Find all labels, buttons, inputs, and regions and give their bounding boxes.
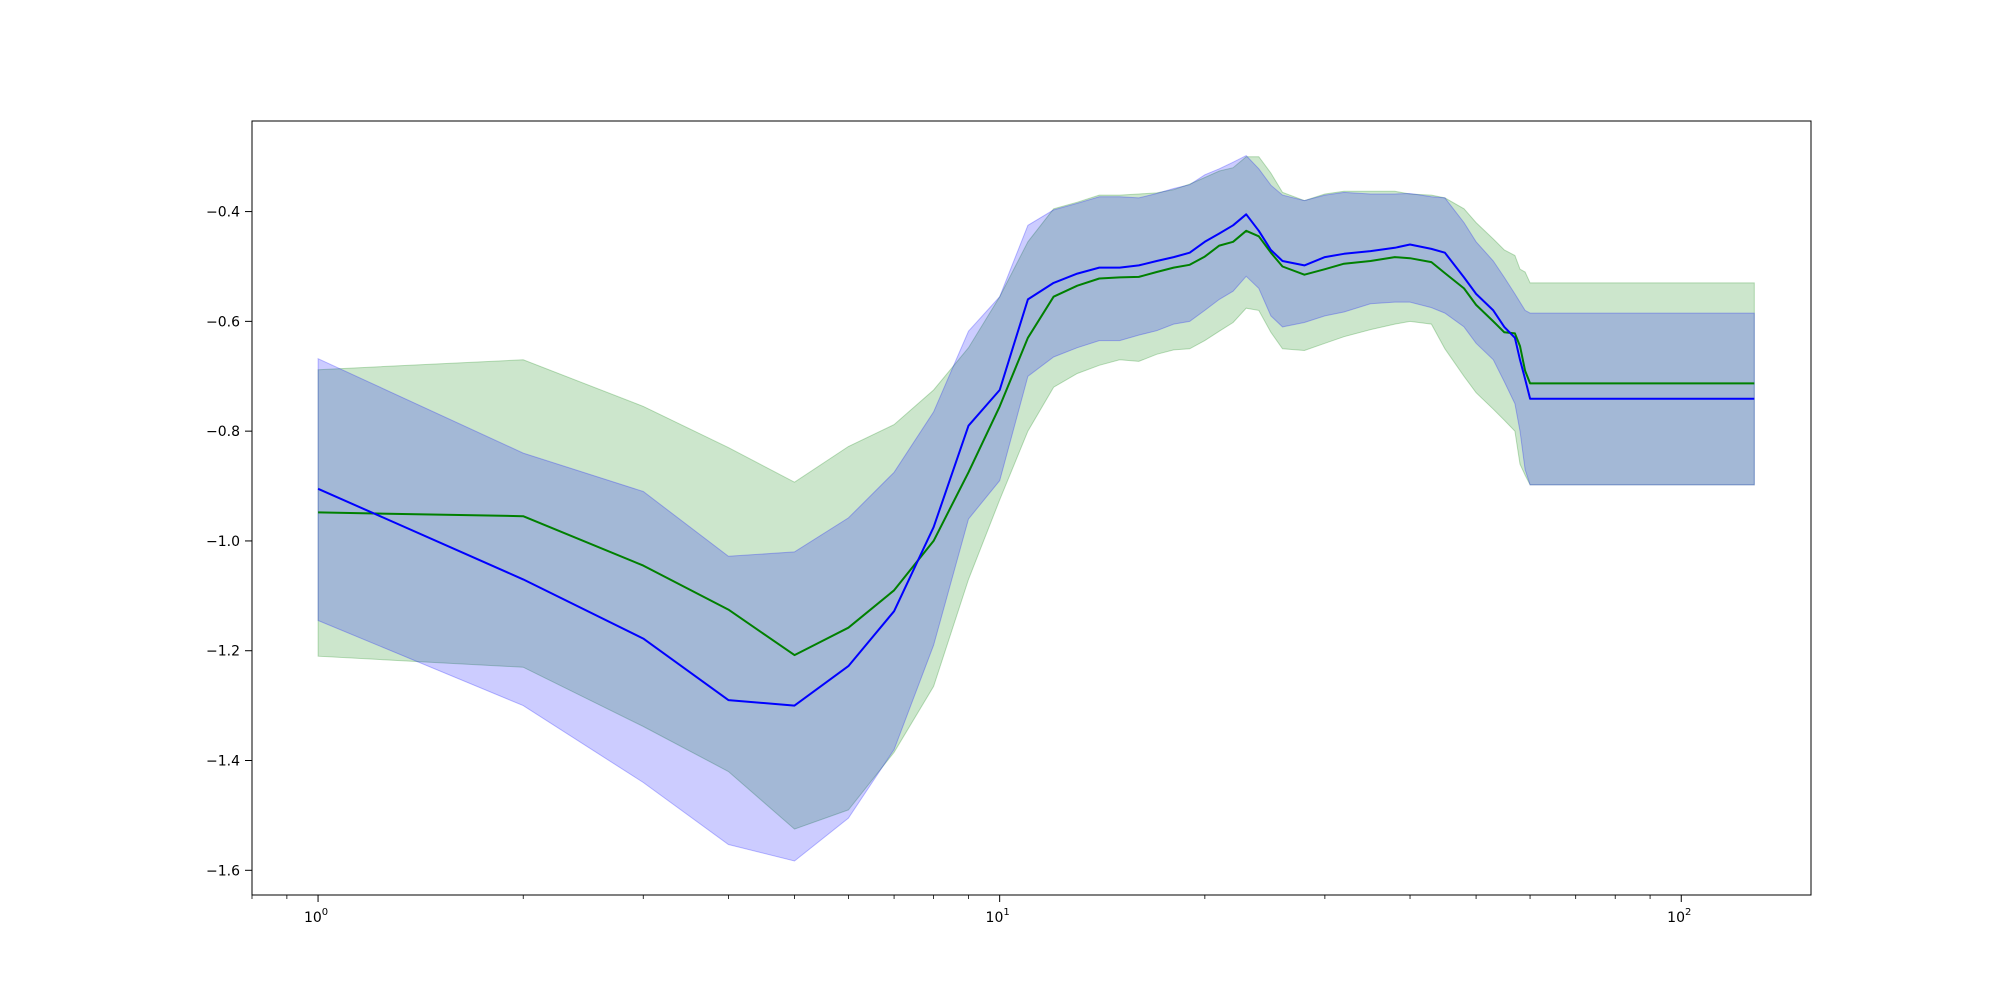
x-tick-label: 102 <box>1667 907 1691 926</box>
series-1-line <box>317 213 1755 707</box>
x-tick-label: 101 <box>986 907 1010 926</box>
y-tick-label: −1.0 <box>206 534 240 550</box>
y-tick-label: −1.4 <box>206 754 240 770</box>
series-1-band <box>317 154 1755 862</box>
series-0-line <box>318 229 1755 657</box>
axes-layer: −1.6 −1.4 −1.2 −1.0 −0.8 −0.6 −0.4 100 101 102 <box>206 120 1812 926</box>
lines-layer <box>317 213 1755 707</box>
plot-frame <box>251 120 1812 896</box>
series-0-band <box>317 156 1755 830</box>
y-tick-label: −1.6 <box>206 863 240 879</box>
bands-layer <box>317 154 1755 862</box>
y-tick-label: −1.2 <box>206 644 240 660</box>
y-tick-label: −0.4 <box>206 205 240 221</box>
y-tick-label: −0.8 <box>206 424 240 440</box>
y-tick-label: −0.6 <box>206 314 240 330</box>
x-tick-label: 100 <box>304 907 328 926</box>
